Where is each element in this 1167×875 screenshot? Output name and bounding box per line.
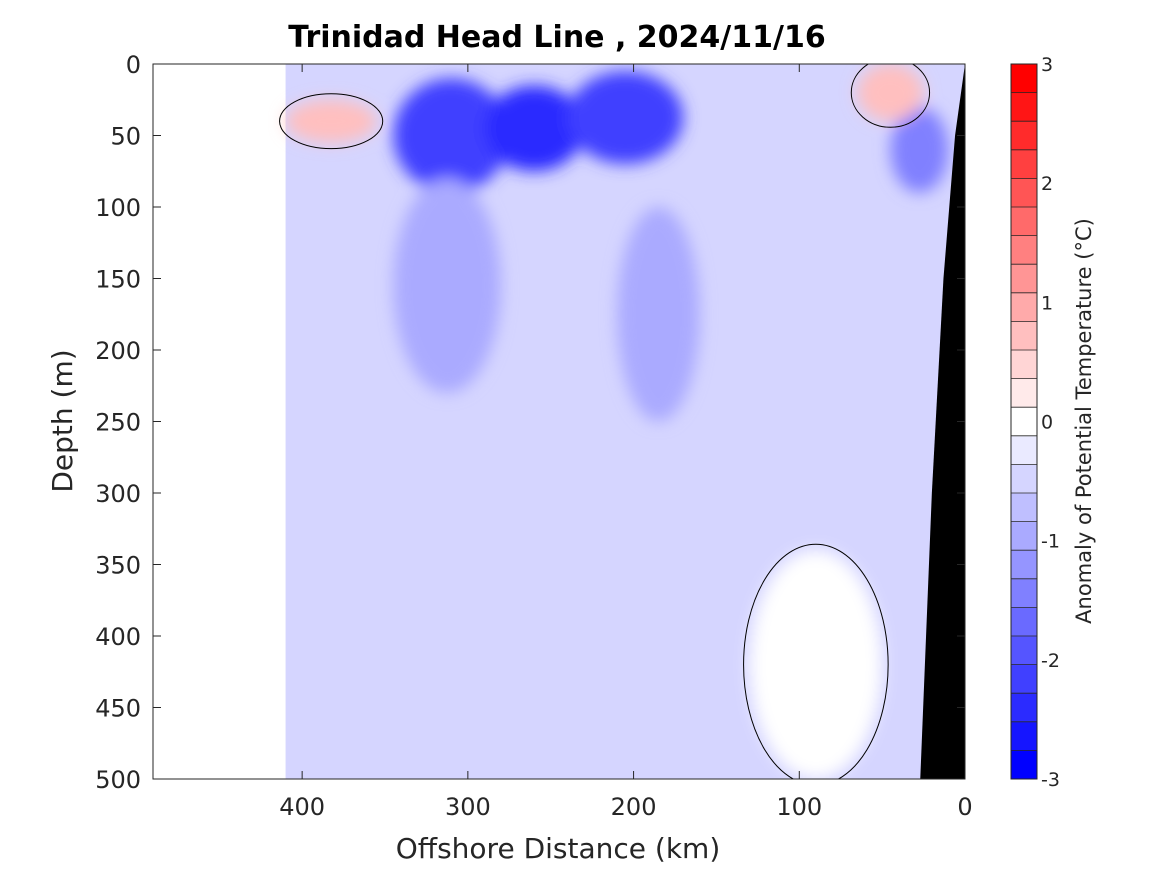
colorbar-segment [1011,321,1037,351]
colorbar-frame [1010,63,1038,780]
colorbar-segment [1011,92,1037,122]
colorbar-segment [1011,149,1037,179]
colorbar-segment [1011,721,1037,751]
y-axis-ticks: 0 50 100 150 200 250 300 350 400 450 500 [95,51,965,794]
surface-cold-core-b [484,85,584,172]
colorbar-segment [1011,350,1037,380]
colorbar-segment [1011,464,1037,494]
colorbar-tick-label: 3 [1041,54,1053,76]
y-tick-label: 500 [95,766,141,794]
colorbar-segment [1011,178,1037,208]
colorbar-segment [1011,750,1037,780]
colorbar-segment [1011,235,1037,265]
y-tick-label: 100 [95,194,141,222]
colorbar-segment [1011,121,1037,151]
colorbar-tick-label: -3 [1041,769,1060,791]
x-axis-label: Offshore Distance (km) [396,832,721,865]
colorbar-label: Anomaly of Potential Temperature (°C) [1072,218,1096,624]
y-axis-label: Depth (m) [46,349,79,492]
x-axis-ticks: 400 300 200 100 0 [279,64,973,821]
surface-cold-core-a [393,78,510,193]
temperature-anomaly-field [285,64,965,779]
x-tick-label: 200 [611,793,657,821]
colorbar-tick-label: 1 [1041,292,1053,314]
colorbar-segment [1011,636,1037,666]
colorbar-segment [1011,292,1037,322]
y-tick-label: 50 [110,123,141,151]
colorbar-ticks: -3 -2 -1 0 1 2 3 [1041,54,1060,791]
zero-contour [850,64,931,128]
y-tick-label: 0 [126,51,141,79]
colorbar [1011,64,1037,780]
colorbar-tick-label: -2 [1041,650,1060,672]
colorbar-segment [1011,493,1037,523]
chart-title: Trinidad Head Line , 2024/11/16 [288,20,825,55]
colorbar-tick-label: -1 [1041,531,1060,553]
colorbar-tick-label: 0 [1041,412,1053,434]
surface-cold-core-c [567,71,684,165]
mid-column-cool [393,178,501,393]
nearshore-cold [890,106,949,193]
colorbar-segment [1011,607,1037,637]
x-tick-label: 0 [957,793,972,821]
colorbar-segment [1011,693,1037,723]
colorbar-segment [1011,407,1037,437]
y-tick-label: 450 [95,695,141,723]
colorbar-segment [1011,435,1037,465]
colorbar-segment [1011,664,1037,694]
y-tick-label: 350 [95,552,141,580]
y-tick-label: 200 [95,337,141,365]
y-tick-label: 400 [95,623,141,651]
zero-contour [743,543,889,779]
colorbar-segment [1011,521,1037,551]
y-tick-label: 150 [95,266,141,294]
zero-contour [279,93,384,150]
colorbar-segment [1011,207,1037,237]
seafloor-mask [920,64,965,779]
x-tick-label: 300 [445,793,491,821]
offshore-warm-lens [285,99,377,143]
x-tick-label: 100 [776,793,822,821]
plot-area [153,64,965,779]
zero-contour-lines [279,64,931,779]
y-tick-label: 250 [95,409,141,437]
colorbar-segment [1011,64,1037,94]
colorbar-segment [1011,264,1037,294]
colorbar-segment [1011,578,1037,608]
colorbar-segment [1011,378,1037,408]
deep-neutral [749,550,883,779]
y-tick-label: 300 [95,480,141,508]
x-tick-label: 400 [279,793,325,821]
nearshore-warm-lens [857,64,924,122]
colorbar-tick-label: 2 [1041,173,1053,195]
mid-column-cool-2 [617,207,700,422]
colorbar-segment [1011,550,1037,580]
